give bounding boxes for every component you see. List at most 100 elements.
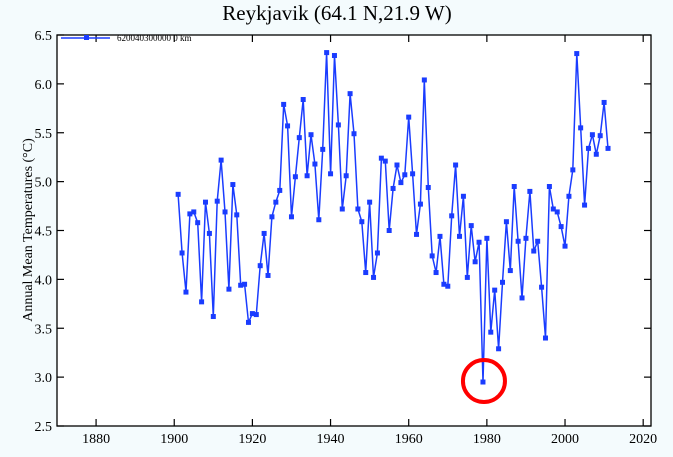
data-point (453, 162, 459, 168)
data-point (550, 206, 556, 212)
data-point (582, 202, 588, 208)
data-point (468, 223, 474, 229)
data-point (320, 146, 326, 152)
data-point (206, 230, 212, 236)
highlight-circle (460, 358, 507, 405)
data-point (374, 250, 380, 256)
data-point (261, 230, 267, 236)
legend-marker (84, 35, 89, 40)
data-point (523, 235, 529, 241)
data-point (539, 284, 545, 290)
data-point (308, 132, 314, 138)
data-point (285, 123, 291, 129)
legend-label: 620040300000 0 km (117, 33, 192, 43)
data-point (277, 187, 283, 193)
data-point (191, 209, 197, 215)
y-tick-label: 3.0 (35, 371, 53, 386)
data-point (347, 91, 353, 97)
data-point (288, 214, 294, 220)
data-point (367, 199, 373, 205)
data-point (472, 259, 478, 265)
data-point (281, 101, 287, 107)
data-point (410, 171, 416, 177)
data-point (476, 239, 482, 245)
data-point (542, 335, 548, 341)
data-point (249, 311, 255, 317)
data-point (578, 125, 584, 131)
data-point (214, 198, 220, 204)
data-point (378, 155, 384, 161)
data-point (339, 206, 345, 212)
data-point (593, 151, 599, 157)
data-point (484, 235, 490, 241)
data-point (425, 184, 431, 190)
y-tick-label: 5.5 (35, 127, 53, 142)
data-point (187, 211, 193, 217)
data-point (296, 135, 302, 141)
data-point (507, 268, 513, 274)
x-tick-label: 1880 (82, 432, 110, 447)
data-point (324, 50, 330, 56)
data-point (265, 272, 271, 278)
data-point (234, 212, 240, 218)
y-axis-label: Annual Mean Temperatures (°C) (21, 138, 36, 322)
data-point (175, 191, 181, 197)
y-tick-label: 3.5 (35, 322, 53, 337)
data-point (316, 217, 322, 223)
data-point (406, 114, 412, 120)
data-point (460, 193, 466, 199)
data-point (371, 274, 377, 280)
data-point (417, 201, 423, 207)
data-point (546, 184, 552, 190)
x-tick-label: 2020 (629, 432, 657, 447)
data-point (304, 173, 310, 179)
x-tick-label: 2000 (551, 432, 579, 447)
data-point (363, 270, 369, 276)
data-point (218, 157, 224, 163)
data-point (253, 312, 259, 318)
x-tick-label: 1920 (238, 432, 266, 447)
data-point (601, 99, 607, 105)
data-point (226, 286, 232, 292)
data-point (382, 158, 388, 164)
data-point (605, 145, 611, 151)
y-tick-label: 4.0 (35, 273, 53, 288)
x-tick-label: 1940 (317, 432, 345, 447)
y-tick-label: 2.5 (35, 420, 53, 435)
data-point (449, 213, 455, 219)
data-point (597, 133, 603, 139)
y-tick-label: 6.0 (35, 78, 53, 93)
data-point (480, 379, 486, 385)
data-point (441, 281, 447, 287)
data-point (343, 173, 349, 179)
data-point (429, 253, 435, 259)
data-point (503, 219, 509, 225)
data-point (574, 51, 580, 57)
data-point (464, 274, 470, 280)
data-point (527, 188, 533, 194)
data-point (445, 283, 451, 289)
legend: 620040300000 0 km (61, 33, 192, 43)
data-point (300, 97, 306, 103)
data-point (394, 162, 400, 168)
data-point (421, 77, 427, 83)
data-point (585, 145, 591, 151)
data-point (238, 282, 244, 288)
data-point (257, 263, 263, 269)
data-point (562, 243, 568, 249)
data-point (531, 248, 537, 254)
data-point (242, 281, 248, 287)
data-point (500, 279, 505, 285)
data-point (183, 289, 189, 295)
x-tick-label: 1900 (160, 432, 188, 447)
data-point (351, 131, 357, 137)
data-point (535, 238, 541, 244)
data-point (312, 161, 318, 167)
y-tick-label: 5.0 (35, 176, 53, 191)
data-point (273, 199, 279, 205)
data-point (210, 314, 216, 320)
data-point (359, 219, 365, 225)
data-point (230, 182, 236, 188)
